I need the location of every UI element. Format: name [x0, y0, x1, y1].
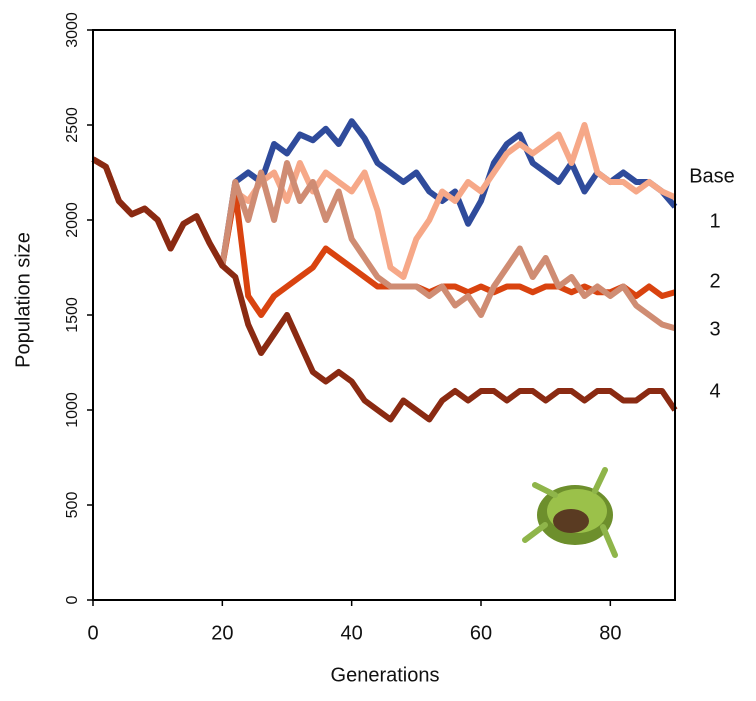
legend-label: Base [689, 165, 735, 187]
y-tick-label: 3000 [64, 12, 81, 48]
x-tick-label: 0 [87, 622, 98, 644]
x-tick-label: 80 [599, 622, 621, 644]
y-tick-label: 2000 [64, 202, 81, 238]
x-axis-title: Generations [331, 664, 440, 686]
x-tick-label: 40 [341, 622, 363, 644]
frog-image [522, 467, 618, 558]
series-line [91, 156, 678, 423]
legend-label: 1 [709, 210, 720, 232]
x-tick-label: 20 [211, 622, 233, 644]
plot-frame [92, 29, 676, 601]
legend-label: 2 [709, 270, 720, 292]
y-tick-label: 1500 [64, 297, 81, 333]
y-tick-label: 2500 [64, 107, 81, 143]
y-tick-label: 0 [64, 595, 81, 604]
y-tick-label: 500 [64, 492, 81, 519]
y-tick-label: 1000 [64, 392, 81, 428]
legend-label: 3 [709, 318, 720, 340]
series-line [91, 122, 677, 280]
legend-label: 4 [709, 380, 720, 402]
y-axis-title: Population size [12, 232, 34, 368]
x-tick-label: 60 [470, 622, 492, 644]
